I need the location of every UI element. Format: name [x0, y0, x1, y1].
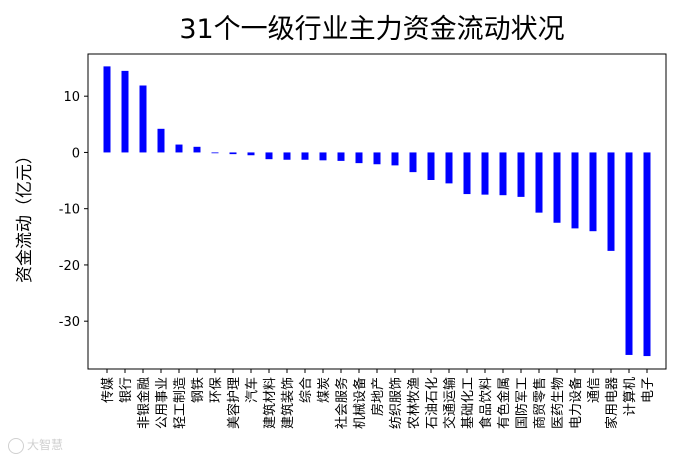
bar-食品饮料	[481, 152, 489, 195]
x-tick-label: 医药生物	[551, 377, 566, 429]
bar-社会服务	[337, 152, 345, 161]
x-tick-label: 计算机	[623, 377, 638, 416]
bar-建筑装饰	[283, 152, 291, 160]
x-tick-label: 传媒	[101, 377, 116, 403]
bar-机械设备	[355, 152, 363, 164]
bar-交通运输	[445, 152, 453, 184]
x-tick-label: 非银金融	[136, 377, 152, 429]
x-tick-label: 机械设备	[352, 377, 368, 429]
chart-title: 31个一级行业主力资金流动状况	[179, 14, 564, 45]
bar-传媒	[103, 66, 111, 153]
bar-煤炭	[319, 152, 327, 161]
y-tick-label: -30	[59, 315, 80, 330]
bar-通信	[589, 152, 597, 232]
x-tick-label: 综合	[299, 377, 314, 403]
x-tick-label: 公用事业	[155, 377, 170, 429]
bar-家用电器	[607, 152, 615, 251]
x-tick-label: 商贸零售	[532, 377, 548, 429]
watermark: 大智慧	[8, 436, 63, 454]
bar-建筑材料	[265, 152, 273, 160]
x-tick-label: 基础化工	[461, 377, 476, 429]
bar-国防军工	[517, 152, 525, 197]
bar-美容护理	[229, 152, 237, 155]
bar-公用事业	[157, 128, 165, 153]
bar-非银金融	[139, 85, 147, 153]
x-tick-label: 纺织服饰	[389, 377, 404, 429]
bar-group	[103, 66, 651, 357]
bar-电子	[643, 152, 651, 357]
x-tick-label: 社会服务	[334, 377, 350, 429]
x-tick-label: 美容护理	[226, 377, 242, 429]
y-tick-label: 0	[72, 146, 80, 161]
x-tick-label: 国防军工	[514, 377, 530, 429]
x-tick-label: 银行	[119, 377, 134, 403]
bar-汽车	[247, 152, 255, 156]
bar-银行	[121, 70, 129, 153]
x-tick-label: 房地产	[370, 377, 386, 416]
bar-有色金属	[499, 152, 507, 196]
x-tick-label: 石油石化	[425, 377, 440, 429]
plot-frame	[87, 53, 667, 370]
x-tick-label: 电力设备	[568, 377, 584, 429]
bar-纺织服饰	[391, 152, 399, 166]
x-tick-label: 建筑材料	[262, 377, 278, 429]
bar-农林牧渔	[409, 152, 417, 173]
x-tick-label: 煤炭	[317, 377, 332, 403]
x-tick-label: 农林牧渔	[407, 377, 422, 429]
x-tick-label: 家用电器	[604, 377, 620, 429]
bar-电力设备	[571, 152, 579, 229]
bar-房地产	[373, 152, 381, 165]
y-tick-label: -10	[59, 203, 80, 218]
bar-计算机	[625, 152, 633, 355]
bar-医药生物	[553, 152, 561, 223]
x-tick-label: 交通运输	[442, 377, 458, 429]
x-tick-label: 轻工制造	[173, 377, 188, 429]
x-tick-label: 有色金属	[496, 377, 512, 429]
x-tick-label: 电子	[641, 377, 656, 403]
y-axis-ticks: 10 0 -10 -20 -30	[59, 90, 88, 330]
bar-商贸零售	[535, 152, 543, 213]
bar-钢铁	[193, 146, 201, 153]
x-tick-label: 建筑装饰	[280, 377, 296, 429]
x-axis-ticks: 传媒 银行 非银金融 公用事业 轻工制造 钢铁 环保 美容护理 汽车 建筑材料 建筑装饰 综合 煤炭 社会…	[101, 369, 656, 429]
x-tick-label: 汽车	[244, 377, 260, 403]
watermark-text: 大智慧	[27, 438, 64, 452]
x-tick-label: 钢铁	[191, 377, 206, 403]
y-tick-label: -20	[59, 259, 80, 274]
y-tick-label: 10	[63, 90, 80, 105]
bar-基础化工	[463, 152, 471, 195]
bar-轻工制造	[175, 144, 183, 153]
bar-石油石化	[427, 152, 435, 180]
x-tick-label: 通信	[587, 377, 602, 403]
watermark-logo-icon	[8, 437, 24, 454]
y-axis-label: 资金流动（亿元）	[15, 147, 35, 283]
x-tick-label: 环保	[209, 377, 224, 403]
bar-综合	[301, 152, 309, 160]
bar-环保	[211, 152, 219, 154]
x-tick-label: 食品饮料	[478, 377, 494, 429]
